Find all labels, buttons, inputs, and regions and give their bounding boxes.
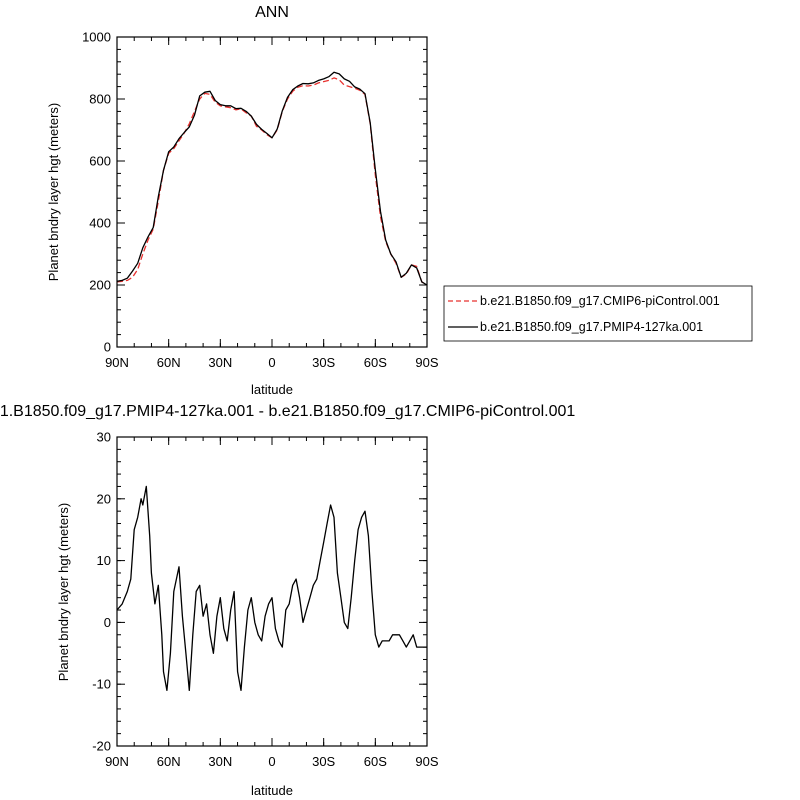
bottom-y-tick-label: 30 — [97, 430, 111, 445]
top-x-tick-label: 60N — [157, 355, 181, 370]
top-series-line-1 — [116, 71, 428, 286]
bottom-x-tick-label: 30N — [208, 754, 232, 769]
bottom-x-axis-label: latitude — [251, 783, 293, 798]
top-plot-frame — [116, 36, 428, 348]
top-y-axis-label: Planet bndry layer hgt (meters) — [46, 103, 61, 281]
top-series — [116, 71, 428, 286]
bottom-y-tick-label: 20 — [97, 491, 111, 506]
bottom-series-line-0 — [116, 485, 427, 692]
top-x-axis-label: latitude — [251, 382, 293, 397]
bottom-y-tick-label: 0 — [104, 615, 111, 630]
top-y-tick-label: 1000 — [82, 30, 111, 45]
bottom-chart-title: b.e21.B1850.f09_g17.PMIP4-127ka.001 - b.… — [0, 403, 575, 420]
bottom-panel: b.e21.B1850.f09_g17.PMIP4-127ka.001 - b.… — [0, 403, 575, 798]
bottom-x-tick-label: 60N — [157, 754, 181, 769]
top-panel: ANN Planet bndry layer hgt (meters) lati… — [46, 4, 439, 397]
bottom-series — [116, 485, 427, 692]
bottom-y-tick-label: -20 — [92, 739, 111, 754]
top-x-tick-label: 90N — [105, 355, 129, 370]
top-y-tick-label: 0 — [104, 340, 111, 355]
top-series-line-0 — [116, 77, 428, 286]
bottom-x-tick-label: 60S — [364, 754, 387, 769]
bottom-ticks: 90N 60N 30N 0 30S 60S 90S -20 -10 0 10 20 30 — [92, 430, 439, 770]
top-y-tick-label: 200 — [89, 278, 111, 293]
legend-label-piControl: b.e21.B1850.f09_g17.CMIP6-piControl.001 — [480, 294, 720, 308]
top-ticks: 90N 60N 30N 0 30S 60S 90S 0 200 400 600 800 1000 — [82, 30, 439, 371]
bottom-x-tick-label: 0 — [268, 754, 275, 769]
bottom-x-tick-label: 30S — [312, 754, 335, 769]
top-x-tick-label: 0 — [268, 355, 275, 370]
top-x-tick-label: 60S — [364, 355, 387, 370]
bottom-y-tick-label: -10 — [92, 677, 111, 692]
top-chart-title: ANN — [255, 4, 289, 21]
legend-box — [443, 285, 753, 342]
bottom-x-tick-label: 90S — [415, 754, 438, 769]
top-y-tick-label: 600 — [89, 154, 111, 169]
top-x-tick-label: 30S — [312, 355, 335, 370]
top-x-tick-label: 30N — [208, 355, 232, 370]
top-y-tick-label: 400 — [89, 216, 111, 231]
bottom-plot-frame — [116, 436, 428, 747]
bottom-y-axis-label: Planet bndry layer hgt (meters) — [56, 503, 71, 681]
bottom-x-tick-label: 90N — [105, 754, 129, 769]
legend: b.e21.B1850.f09_g17.CMIP6-piControl.001 … — [443, 285, 753, 342]
top-x-tick-label: 90S — [415, 355, 438, 370]
bottom-y-tick-label: 10 — [97, 553, 111, 568]
legend-label-127ka: b.e21.B1850.f09_g17.PMIP4-127ka.001 — [480, 320, 703, 334]
top-y-tick-label: 800 — [89, 92, 111, 107]
